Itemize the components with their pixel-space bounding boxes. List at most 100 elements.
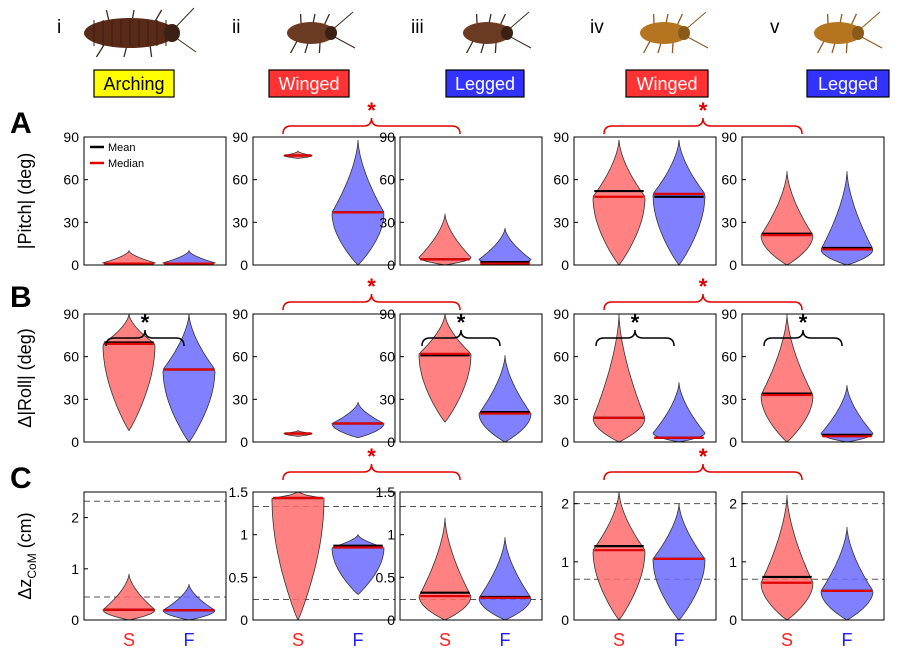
y-tick-label: 90 bbox=[379, 306, 395, 322]
y-tick-label: 1 bbox=[729, 554, 737, 570]
significance-star: * bbox=[367, 444, 376, 469]
y-tick-label: 60 bbox=[379, 172, 395, 188]
y-tick-label: 0 bbox=[240, 434, 248, 450]
panel-frame bbox=[83, 491, 227, 621]
y-axis-label-unit: (cm) bbox=[15, 512, 35, 553]
y-axis-label-main: Δz bbox=[15, 579, 35, 600]
y-tick-label: 30 bbox=[63, 391, 79, 407]
violin-F bbox=[478, 227, 532, 265]
significance-star: * bbox=[699, 444, 708, 469]
y-tick-label: 90 bbox=[232, 306, 248, 322]
row-letter-B: B bbox=[10, 281, 32, 314]
y-tick-label: 0.5 bbox=[376, 569, 396, 585]
y-tick-label: 90 bbox=[721, 129, 737, 145]
violin-S bbox=[760, 171, 814, 265]
violin-S bbox=[101, 249, 157, 265]
y-tick-label: 30 bbox=[553, 391, 569, 407]
significance-star: * bbox=[799, 310, 808, 335]
y-tick-label: 0 bbox=[240, 612, 248, 628]
panel-frame bbox=[399, 491, 543, 621]
panel-C-i: 0 1 2 S F bbox=[71, 491, 227, 649]
column-header-4: iv Winged bbox=[590, 11, 709, 98]
violin-S bbox=[592, 314, 646, 442]
column-numeral: iii bbox=[411, 17, 424, 38]
between-mode-bracket bbox=[603, 463, 803, 481]
violin-S bbox=[418, 314, 472, 423]
x-category-S: S bbox=[292, 630, 304, 649]
y-tick-label: 60 bbox=[63, 349, 79, 365]
y-tick-label: 0.5 bbox=[229, 569, 249, 585]
panel-frame bbox=[83, 136, 227, 266]
significance-star: * bbox=[367, 98, 376, 123]
between-mode-bracket bbox=[603, 117, 803, 135]
mode-label-box bbox=[268, 69, 350, 98]
within-panel-bracket bbox=[763, 329, 843, 347]
y-tick-label: 30 bbox=[379, 391, 395, 407]
mode-label-box bbox=[806, 69, 890, 98]
y-tick-label: 0 bbox=[71, 257, 79, 273]
y-tick-label: 0 bbox=[729, 434, 737, 450]
violin-S bbox=[271, 492, 325, 620]
column-numeral: i bbox=[57, 17, 61, 38]
x-category-F: F bbox=[674, 630, 685, 649]
x-category-S: S bbox=[781, 630, 793, 649]
y-tick-label: 60 bbox=[553, 172, 569, 188]
panel-B-iii: 0 30 60 90 bbox=[379, 306, 543, 450]
significance-star: * bbox=[699, 274, 708, 299]
y-tick-label: 2 bbox=[729, 496, 737, 512]
panel-frame bbox=[252, 491, 396, 621]
panel-B-iv: 0 30 60 90 bbox=[553, 306, 717, 450]
row-letter-C: C bbox=[10, 462, 32, 495]
x-category-F: F bbox=[184, 630, 195, 649]
y-tick-label: 30 bbox=[553, 214, 569, 230]
y-tick-label: 60 bbox=[232, 172, 248, 188]
y-tick-label: 30 bbox=[232, 391, 248, 407]
panel-frame bbox=[741, 313, 885, 443]
panel-frame bbox=[741, 136, 885, 266]
panel-B-i: 0 30 60 90 bbox=[63, 306, 227, 450]
y-tick-label: 0 bbox=[240, 257, 248, 273]
violin-S bbox=[102, 573, 156, 620]
column-numeral: iv bbox=[590, 17, 604, 38]
y-axis-label: Δ|Roll| (deg) bbox=[15, 328, 35, 427]
y-tick-label: 30 bbox=[379, 214, 395, 230]
y-tick-label: 90 bbox=[232, 129, 248, 145]
violin-F bbox=[162, 314, 216, 442]
y-tick-label: 30 bbox=[721, 214, 737, 230]
panel-A-v: 0 30 60 90 bbox=[721, 129, 885, 273]
y-tick-label: 60 bbox=[379, 349, 395, 365]
y-tick-label: 0 bbox=[387, 434, 395, 450]
y-tick-label: 0 bbox=[387, 612, 395, 628]
panel-frame bbox=[252, 136, 396, 266]
within-panel-bracket bbox=[105, 329, 185, 347]
panel-frame bbox=[83, 313, 227, 443]
between-mode-bracket bbox=[282, 293, 461, 311]
row-labels: A |Pitch| (deg) B Δ|Roll| (deg) C ΔzCoM (cm) bbox=[10, 107, 39, 600]
panel-frame bbox=[573, 313, 717, 443]
y-tick-label: 30 bbox=[232, 214, 248, 230]
cockroach-icon bbox=[814, 11, 883, 54]
x-category-F: F bbox=[842, 630, 853, 649]
violin-F bbox=[820, 526, 874, 620]
violin-S bbox=[418, 517, 472, 620]
violin-F bbox=[161, 249, 217, 265]
violin-F bbox=[652, 139, 706, 265]
y-tick-label: 0 bbox=[71, 612, 79, 628]
mode-label-box bbox=[625, 69, 709, 98]
y-tick-label: 90 bbox=[553, 129, 569, 145]
column-header-2: ii Winged bbox=[232, 11, 356, 98]
y-tick-label: 2 bbox=[71, 510, 79, 526]
significance-star: * bbox=[367, 274, 376, 299]
y-tick-label: 0 bbox=[71, 434, 79, 450]
y-tick-label: 1.5 bbox=[376, 484, 396, 500]
significance-star: * bbox=[699, 98, 708, 123]
column-numeral: ii bbox=[232, 17, 240, 38]
panel-A-ii: 0 30 60 90 bbox=[232, 129, 396, 273]
y-tick-label: 60 bbox=[63, 172, 79, 188]
y-tick-label: 0 bbox=[561, 257, 569, 273]
panel-A-i: 0 30 60 90 bbox=[63, 129, 227, 273]
panel-C-v: 0 1 2 S F bbox=[729, 491, 885, 649]
mode-label-text: Winged bbox=[278, 74, 339, 94]
x-category-S: S bbox=[123, 630, 135, 649]
